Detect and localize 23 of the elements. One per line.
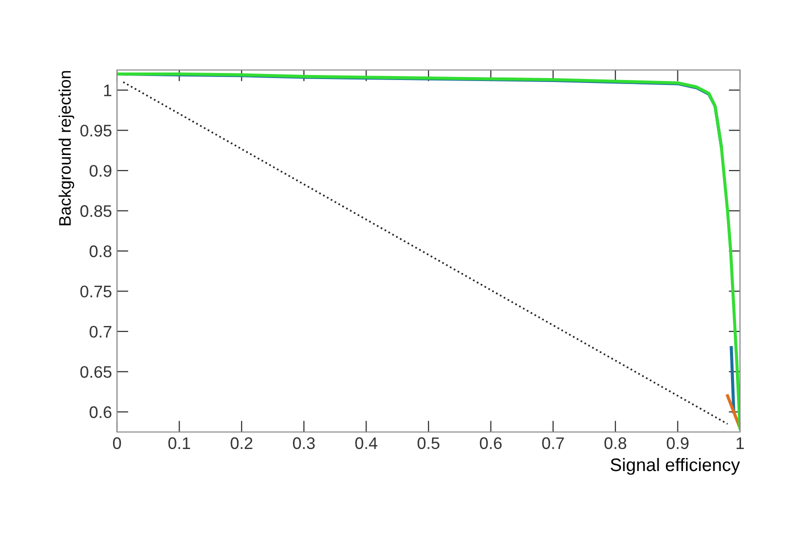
x-tick-label: 1 xyxy=(736,437,744,449)
x-tick-label: 0.8 xyxy=(604,437,626,450)
x-tick-label: 0.7 xyxy=(542,437,564,450)
y-tick-label: 0.75 xyxy=(80,286,112,298)
y-tick-label: 0.95 xyxy=(80,124,112,137)
x-tick-label: 0.1 xyxy=(168,437,190,450)
x-tick-label: 0 xyxy=(113,437,121,450)
x-tick-label: 0.4 xyxy=(355,437,378,450)
x-tick-label: 0.6 xyxy=(480,437,502,450)
y-tick-label: 0.9 xyxy=(90,164,112,177)
line-series xyxy=(726,394,740,430)
y-tick-label: 0.8 xyxy=(90,245,112,258)
y-tick-label: 0.85 xyxy=(80,205,112,217)
x-tick-label: 0.5 xyxy=(418,437,440,450)
y-axis-title: Background rejection xyxy=(58,71,74,226)
x-tick-label: 0.2 xyxy=(230,437,252,450)
x-axis-title: Signal efficiency xyxy=(610,458,740,475)
y-tick-label: 0.6 xyxy=(90,406,112,418)
x-tick-label: 0.9 xyxy=(666,437,688,450)
y-tick-label: 0.65 xyxy=(80,366,112,378)
y-tick-label: 1 xyxy=(104,84,112,96)
y-tick-label: 0.7 xyxy=(90,326,112,338)
x-tick-label: 0.3 xyxy=(292,437,315,450)
